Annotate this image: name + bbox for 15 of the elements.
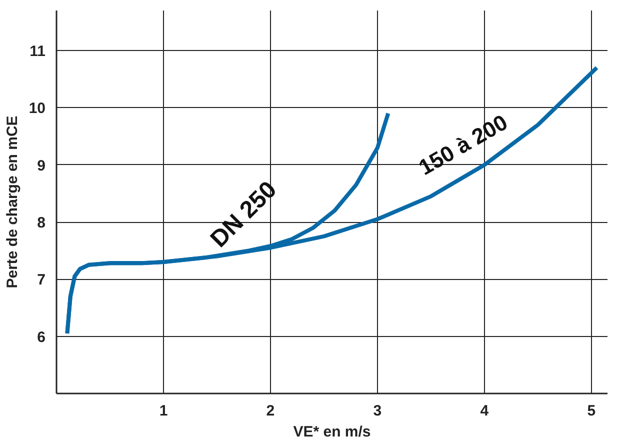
x-axis-title: VE* en m/s bbox=[293, 424, 371, 440]
y-tick-label: 9 bbox=[37, 157, 46, 174]
text: 150 à 200 bbox=[414, 110, 512, 180]
y-tick-label: 10 bbox=[28, 100, 46, 118]
x-tick-label: 5 bbox=[587, 402, 596, 420]
x-tick-label: 2 bbox=[266, 402, 275, 420]
x-tick-label: 4 bbox=[480, 402, 490, 420]
x-tick-label: 3 bbox=[373, 402, 382, 420]
y-tick-label: 7 bbox=[37, 272, 46, 289]
y-tick-label: 6 bbox=[37, 328, 46, 346]
y-tick-label: 8 bbox=[37, 214, 46, 232]
text: DN 250 bbox=[205, 176, 282, 253]
y-tick-label: 11 bbox=[30, 43, 46, 60]
y-axis-title: Perte de charge en mCE bbox=[4, 116, 21, 288]
x-tick-label: 1 bbox=[159, 402, 168, 420]
